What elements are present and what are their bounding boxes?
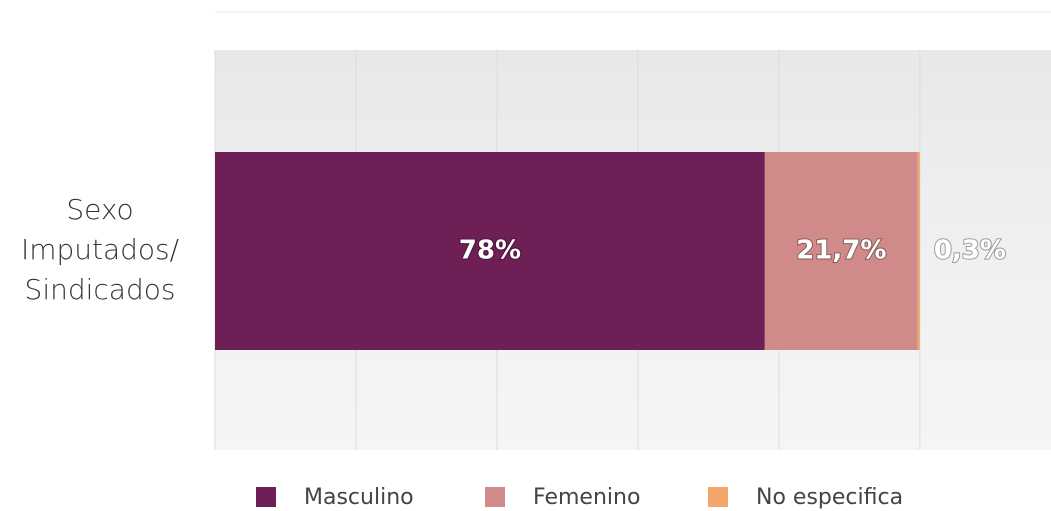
legend-swatch	[485, 487, 505, 507]
value-label: 0,3%	[934, 236, 1006, 266]
value-label: 78%	[459, 236, 521, 266]
legend-swatch	[708, 487, 728, 507]
legend-label: Femenino	[533, 485, 640, 510]
value-label: 21,7%	[796, 236, 886, 266]
legend-swatch	[256, 487, 276, 507]
category-label: Sexo Imputados/ Sindicados	[20, 193, 180, 306]
bar-segment	[215, 152, 765, 350]
legend-label: Masculino	[304, 485, 414, 510]
legend-label: No especifica	[756, 485, 903, 510]
bar-segment	[917, 152, 920, 350]
bar-segment	[764, 152, 918, 350]
